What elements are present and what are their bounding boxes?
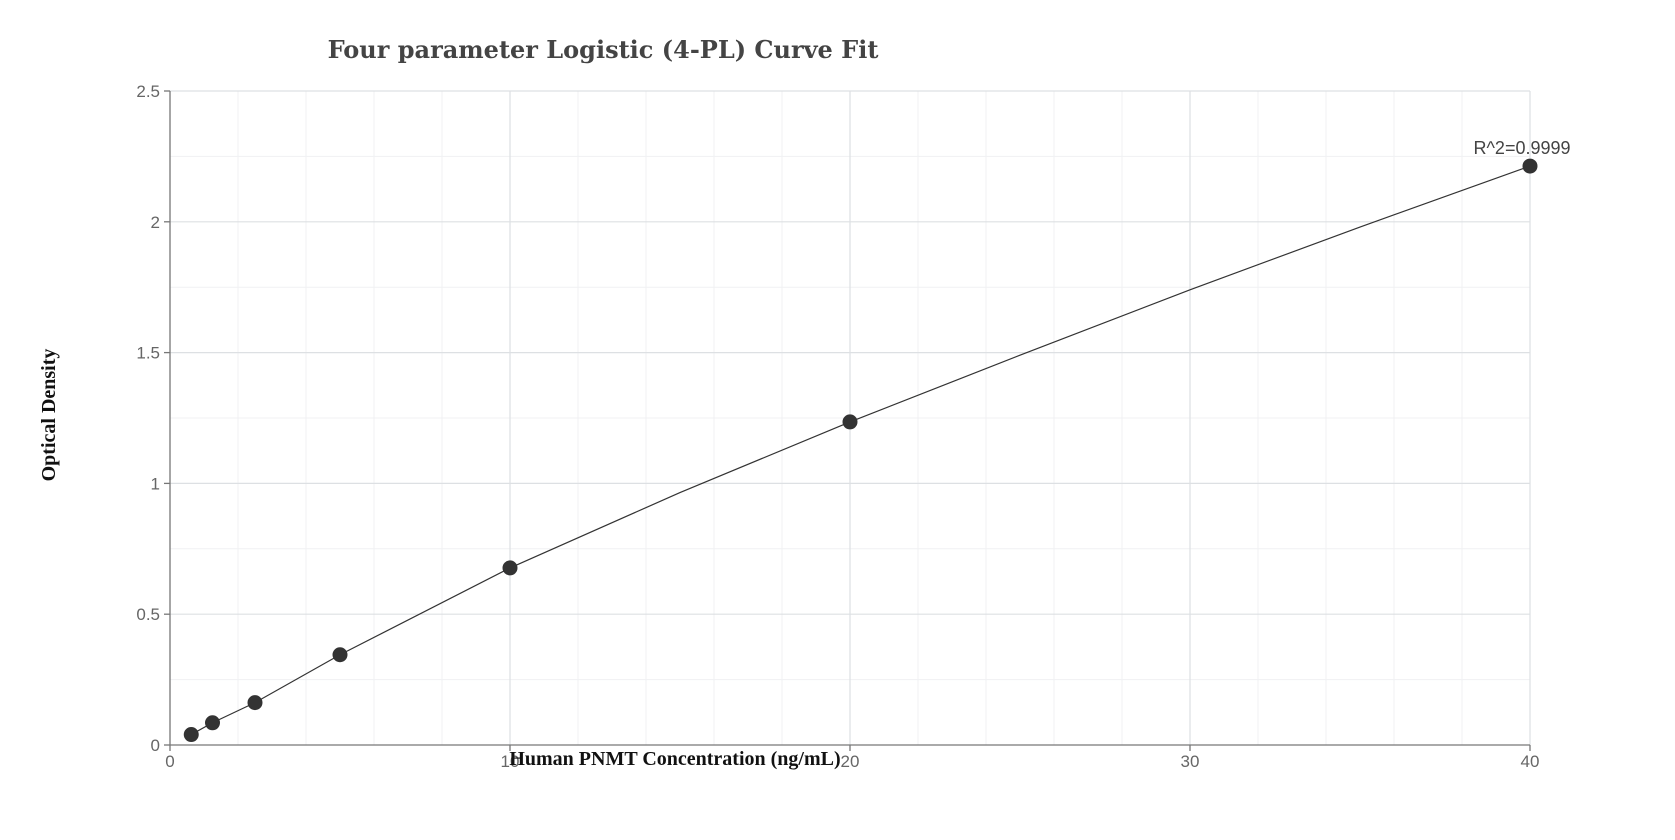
x-axis-ticks: 0 10 20 30 40 [165,745,1539,771]
annotation-layer: R^2=0.9999 [1473,138,1570,158]
data-points-layer [183,158,1538,743]
x-tick-label: 10 [501,752,520,771]
y-axis-ticks: 0 0.5 1 1.5 2 2.5 [136,82,170,755]
data-point [205,715,220,731]
y-tick-label: 2 [151,213,160,232]
x-tick-label: 20 [841,752,860,771]
data-point [502,560,518,576]
x-axis-title: Human PNMT Concentration (ng/mL) [509,748,840,770]
y-tick-label: 1 [151,474,160,493]
r-squared-annotation: R^2=0.9999 [1473,138,1570,158]
major-grid [170,90,1531,745]
x-tick-label: 40 [1521,752,1540,771]
data-point [183,727,199,743]
fit-curve [190,165,1531,736]
x-tick-label: 0 [165,752,174,771]
fit-curve-layer [190,165,1531,736]
data-point [842,414,858,430]
y-tick-label: 0 [151,736,160,755]
y-tick-label: 0.5 [136,605,160,624]
data-point [332,647,348,663]
y-axis-title: Optical Density [38,349,60,482]
y-tick-label: 1.5 [136,344,160,363]
data-point [1522,158,1538,174]
x-tick-label: 30 [1181,752,1200,771]
data-point [247,695,263,711]
y-tick-label: 2.5 [136,82,160,101]
chart-title: Four parameter Logistic (4-PL) Curve Fit [328,35,879,64]
